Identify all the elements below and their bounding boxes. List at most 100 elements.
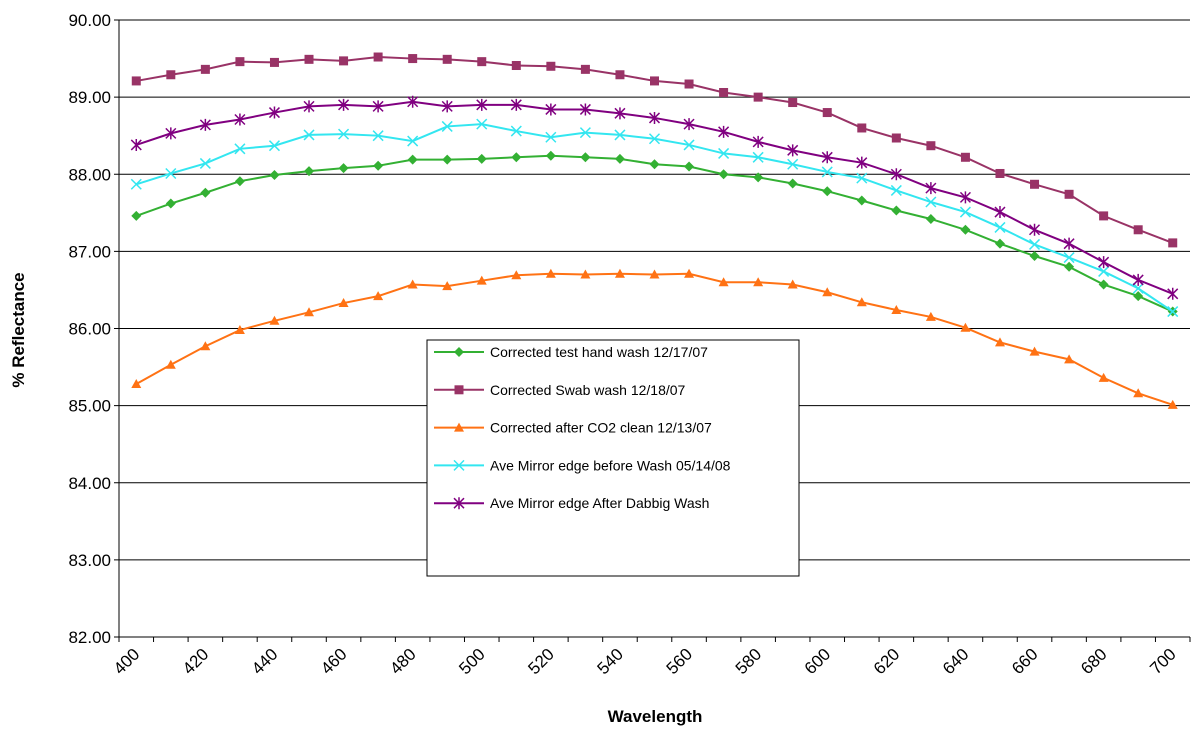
marker [1133, 388, 1144, 398]
marker [1098, 256, 1110, 269]
marker [614, 153, 625, 164]
marker [787, 158, 799, 170]
x-tick-label: 400 [110, 645, 143, 678]
legend-label: Ave Mirror edge After Dabbig Wash [490, 495, 709, 511]
marker [787, 279, 798, 289]
marker [130, 138, 142, 151]
marker [304, 166, 315, 177]
marker [1028, 223, 1041, 236]
marker [684, 161, 695, 172]
marker [960, 322, 971, 332]
x-tick-label: 440 [248, 645, 281, 678]
marker [476, 98, 488, 111]
marker [579, 127, 591, 139]
marker [269, 57, 279, 67]
marker [821, 166, 833, 178]
marker [338, 128, 350, 140]
marker [959, 191, 971, 204]
marker [753, 277, 764, 287]
marker [407, 279, 418, 289]
marker [476, 118, 488, 130]
x-tick-label: 600 [801, 645, 834, 678]
marker [614, 268, 625, 278]
marker [752, 151, 764, 163]
marker [477, 57, 487, 67]
marker [995, 168, 1005, 178]
marker [856, 156, 868, 169]
marker [441, 120, 453, 132]
x-tick-label: 420 [179, 645, 212, 678]
marker [511, 270, 522, 280]
legend-label: Corrected test hand wash 12/17/07 [490, 344, 708, 360]
marker [130, 178, 142, 190]
marker [373, 291, 384, 301]
marker [1133, 291, 1144, 302]
y-tick-label: 83.00 [68, 551, 111, 570]
x-tick-label: 520 [524, 645, 557, 678]
marker [338, 98, 350, 111]
y-tick-label: 89.00 [68, 88, 111, 107]
marker [372, 130, 384, 142]
marker [994, 221, 1006, 233]
marker [545, 131, 557, 143]
marker [407, 154, 418, 165]
marker [338, 163, 349, 174]
marker [648, 133, 661, 145]
y-tick-label: 85.00 [68, 397, 111, 416]
marker [372, 100, 384, 113]
marker [1030, 179, 1040, 189]
marker [615, 70, 625, 80]
marker [166, 70, 176, 80]
marker [165, 359, 176, 369]
marker [1167, 399, 1178, 409]
marker [925, 196, 937, 208]
marker [683, 139, 695, 151]
marker [407, 135, 419, 147]
x-tick-label: 680 [1077, 645, 1110, 678]
marker [926, 141, 936, 151]
marker [752, 135, 764, 148]
marker [959, 206, 971, 218]
marker [1064, 261, 1075, 272]
x-tick-label: 460 [317, 645, 350, 678]
marker [199, 157, 211, 169]
x-tick-label: 580 [732, 645, 765, 678]
marker [510, 98, 522, 111]
marker [994, 238, 1005, 249]
marker [546, 61, 556, 71]
marker [235, 57, 245, 67]
marker [856, 297, 867, 307]
marker [960, 224, 971, 235]
marker [960, 152, 970, 162]
marker [822, 287, 833, 297]
marker [650, 76, 659, 86]
marker [269, 170, 280, 181]
marker [234, 325, 245, 335]
marker [200, 341, 211, 351]
marker [1029, 251, 1040, 262]
marker [684, 268, 695, 278]
marker [454, 422, 464, 432]
marker [649, 269, 660, 279]
marker [373, 160, 384, 171]
marker [1064, 189, 1074, 199]
marker [614, 107, 626, 120]
marker [683, 118, 695, 131]
marker [579, 103, 591, 116]
marker [994, 337, 1005, 347]
marker [925, 213, 936, 224]
series-line [135, 100, 1174, 295]
x-tick-label: 620 [870, 645, 903, 678]
marker [510, 125, 522, 137]
y-tick-label: 84.00 [68, 474, 111, 493]
y-tick-label: 87.00 [68, 242, 111, 261]
marker [857, 123, 867, 133]
marker [476, 275, 487, 285]
marker [580, 269, 591, 279]
marker [454, 347, 464, 357]
marker [131, 76, 141, 86]
marker [1168, 238, 1178, 248]
marker [1063, 252, 1075, 264]
marker [890, 168, 902, 181]
marker [442, 54, 452, 64]
